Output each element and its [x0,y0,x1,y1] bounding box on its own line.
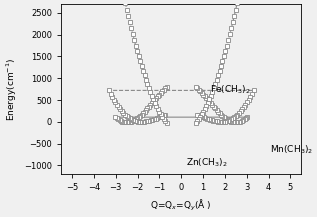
Text: Mn(CH$_3$)$_2$: Mn(CH$_3$)$_2$ [270,143,314,156]
Y-axis label: Energy(cm$^{-1}$): Energy(cm$^{-1}$) [4,58,19,121]
Text: Zn(CH$_3$)$_2$: Zn(CH$_3$)$_2$ [186,157,228,169]
X-axis label: Q=Q$_x$=Q$_y$(Å ): Q=Q$_x$=Q$_y$(Å ) [150,198,212,213]
Text: Fe(CH$_3$)$_2$: Fe(CH$_3$)$_2$ [210,84,251,96]
